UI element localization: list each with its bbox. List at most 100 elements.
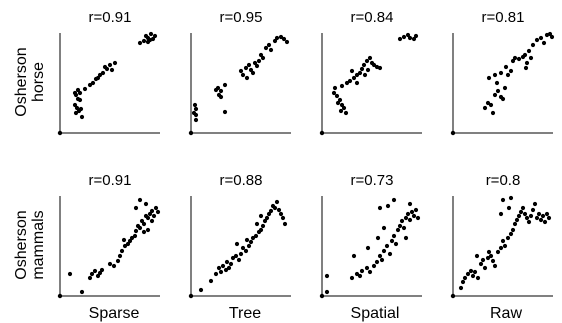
data-point (480, 257, 486, 263)
panel-title: r=0.8 (486, 172, 521, 189)
data-point (137, 225, 143, 231)
data-point (244, 237, 250, 243)
data-point (534, 215, 540, 221)
data-point (141, 38, 147, 44)
data-point (523, 65, 529, 71)
data-point (522, 52, 528, 58)
data-point (250, 70, 256, 76)
scatter-panel-osherson-mammals-spatial: r=0.73 (319, 172, 422, 299)
panel-title: r=0.81 (482, 9, 525, 26)
data-point (256, 58, 262, 64)
origin-point (319, 130, 325, 136)
data-point (324, 289, 330, 295)
data-point (74, 105, 80, 111)
data-point (462, 275, 468, 281)
data-point (492, 263, 498, 269)
data-point (92, 268, 98, 274)
data-point (150, 36, 156, 42)
data-point (381, 225, 387, 231)
data-point (538, 217, 544, 223)
data-point (458, 285, 464, 291)
data-point (540, 213, 546, 219)
scatter-panel-osherson-mammals-tree: r=0.88 (188, 172, 291, 299)
data-point (532, 201, 538, 207)
data-point (468, 268, 474, 274)
data-point (280, 215, 286, 221)
data-point (258, 52, 264, 58)
data-point (129, 235, 135, 241)
data-point (272, 38, 278, 44)
data-point (371, 62, 377, 68)
row-label-line2: mammals (30, 210, 47, 279)
data-point (349, 275, 355, 281)
data-point (385, 203, 391, 209)
data-point (377, 65, 383, 71)
data-point (374, 259, 380, 265)
data-point (127, 238, 133, 244)
data-point (389, 238, 395, 244)
data-point (524, 60, 530, 66)
data-point (377, 253, 383, 259)
data-point (282, 221, 288, 227)
data-point (90, 80, 96, 86)
data-point (536, 211, 542, 217)
data-point (75, 87, 81, 93)
data-point (262, 218, 268, 224)
data-point (498, 211, 504, 217)
data-point (248, 239, 254, 245)
data-point (243, 65, 249, 71)
data-point (115, 258, 121, 264)
data-point (549, 34, 555, 40)
panels-group: r=0.91 r=0.95 r=0.84 r=0.81 r=0.91 r=0.88 r=0.… (57, 9, 555, 299)
data-point (243, 248, 249, 254)
data-point (365, 67, 371, 73)
origin-point (450, 130, 456, 136)
data-point (343, 110, 349, 116)
data-point (119, 248, 125, 254)
data-point (252, 60, 258, 66)
data-point (339, 83, 345, 89)
data-point (460, 279, 466, 285)
data-point (89, 271, 95, 277)
data-point (266, 211, 272, 217)
data-point (137, 197, 143, 203)
data-point (502, 85, 508, 91)
data-point (236, 257, 242, 263)
data-point (528, 55, 534, 61)
data-point (399, 218, 405, 224)
data-point (403, 215, 409, 221)
data-point (498, 245, 504, 251)
data-point (223, 267, 229, 273)
data-point (222, 109, 228, 115)
data-point (528, 213, 534, 219)
data-point (403, 235, 409, 241)
data-point (475, 275, 481, 281)
data-point (272, 205, 278, 211)
data-point (240, 245, 246, 251)
column-label-sparse: Sparse (89, 305, 140, 322)
data-point (77, 97, 83, 103)
data-point (107, 62, 113, 68)
data-point (367, 55, 373, 61)
data-point (411, 213, 417, 219)
data-point (250, 235, 256, 241)
origin-point (188, 293, 194, 299)
data-point (508, 195, 514, 201)
scatter-panel-osherson-horse-raw: r=0.81 (450, 9, 555, 136)
data-point (191, 110, 197, 116)
data-point (268, 47, 274, 53)
data-point (357, 273, 363, 279)
data-point (486, 249, 492, 255)
data-point (73, 110, 79, 116)
data-point (546, 215, 552, 221)
data-point (365, 245, 371, 251)
data-point (148, 31, 154, 37)
data-point (500, 96, 506, 102)
data-point (391, 197, 397, 203)
data-point (121, 237, 127, 243)
data-point (238, 68, 244, 74)
data-point (377, 205, 383, 211)
data-point (220, 263, 226, 269)
data-point (488, 102, 494, 108)
data-point (95, 273, 101, 279)
